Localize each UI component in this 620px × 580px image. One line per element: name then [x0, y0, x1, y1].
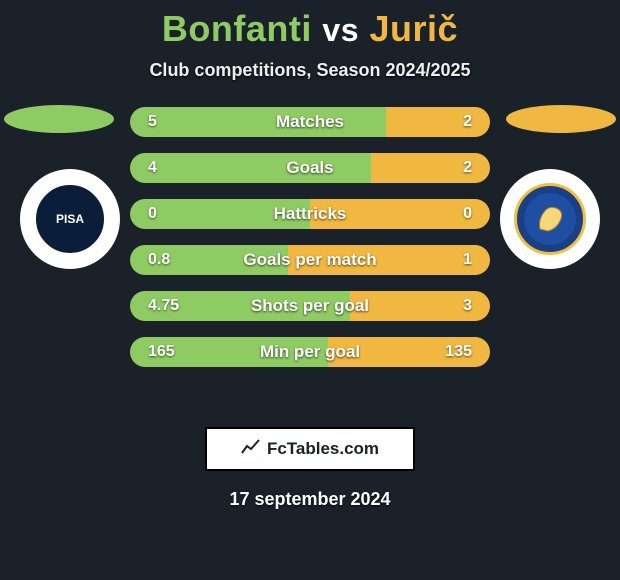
stat-left-value: 5 — [130, 107, 386, 137]
stat-right-value: 2 — [386, 107, 490, 137]
player2-ellipse — [506, 105, 616, 133]
club-right-badge — [514, 183, 586, 255]
stat-left-value: 0.8 — [130, 245, 288, 275]
club-left-badge: PISA — [34, 183, 106, 255]
stat-right-value: 0 — [310, 199, 490, 229]
source-badge: FcTables.com — [205, 427, 415, 471]
source-text: FcTables.com — [267, 439, 379, 459]
stat-left-value: 0 — [130, 199, 310, 229]
stat-row: 165135Min per goal — [130, 337, 490, 367]
player1-ellipse — [4, 105, 114, 133]
stat-row: 00Hattricks — [130, 199, 490, 229]
club-right — [500, 169, 600, 269]
stat-row: 42Goals — [130, 153, 490, 183]
comparison-title: Bonfanti vs Jurič — [0, 0, 620, 50]
stat-right-value: 135 — [328, 337, 490, 367]
date-text: 17 september 2024 — [0, 489, 620, 510]
stat-row: 52Matches — [130, 107, 490, 137]
stat-row: 4.753Shots per goal — [130, 291, 490, 321]
stat-left-value: 165 — [130, 337, 328, 367]
chart-icon — [241, 439, 261, 460]
club-left-label: PISA — [56, 212, 84, 226]
player1-name: Bonfanti — [162, 8, 312, 49]
stat-left-value: 4 — [130, 153, 371, 183]
stats-bars: 52Matches 42Goals 00Hattricks 0.81Goals per… — [130, 107, 490, 383]
vs-text: vs — [322, 12, 359, 48]
stat-right-value: 1 — [288, 245, 490, 275]
stat-row: 0.81Goals per match — [130, 245, 490, 275]
stat-right-value: 2 — [371, 153, 490, 183]
subtitle: Club competitions, Season 2024/2025 — [0, 60, 620, 81]
comparison-content: PISA 52Matches 42Goals 00Hattricks 0.81Goal… — [0, 109, 620, 409]
stat-left-value: 4.75 — [130, 291, 350, 321]
club-left: PISA — [20, 169, 120, 269]
stat-right-value: 3 — [350, 291, 490, 321]
player2-name: Jurič — [370, 8, 459, 49]
lion-icon — [530, 199, 570, 239]
